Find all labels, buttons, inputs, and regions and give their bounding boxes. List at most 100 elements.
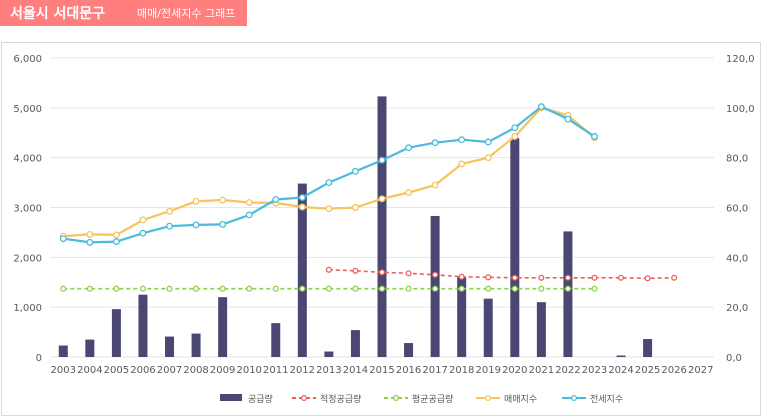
data-point xyxy=(112,238,120,246)
y-right-tick-label: 20,0 xyxy=(726,303,748,314)
y-left-tick-label: 6,000 xyxy=(13,54,42,65)
y-right-tick-label: 100,0 xyxy=(726,104,755,115)
data-point xyxy=(325,205,333,213)
data-point xyxy=(86,238,94,246)
data-point xyxy=(378,285,386,292)
data-point xyxy=(644,275,651,282)
page-header: 서울시 서대문구 매매/전세지수 그래프 xyxy=(0,0,248,26)
y-right-tick-label: 120,0 xyxy=(726,54,755,65)
y-left-tick-label: 4,000 xyxy=(13,154,42,165)
data-point xyxy=(113,285,120,292)
bar-supply xyxy=(616,355,626,357)
x-tick-label: 2005 xyxy=(104,365,129,376)
bar-supply xyxy=(483,298,493,357)
legend-label: 공급량 xyxy=(248,393,273,405)
data-point xyxy=(192,197,200,205)
y-left-tick-label: 3,000 xyxy=(13,204,42,215)
data-point xyxy=(591,133,598,140)
data-point xyxy=(405,285,412,292)
x-tick-label: 2010 xyxy=(236,365,261,376)
data-point xyxy=(511,285,518,292)
data-point xyxy=(166,207,173,215)
legend-label: 전세지수 xyxy=(590,394,623,405)
combo-chart: 0 1,000 2,000 3,000 4,000 5,000 6,000 0,0 20,0 40… xyxy=(13,54,755,405)
x-tick-label: 2023 xyxy=(582,365,607,376)
data-point xyxy=(245,199,253,206)
data-point xyxy=(671,274,678,281)
data-point xyxy=(351,167,359,175)
x-tick-label: 2027 xyxy=(688,365,713,376)
data-point xyxy=(484,154,492,162)
bar-supply xyxy=(165,336,175,357)
x-tick-label: 2006 xyxy=(130,365,155,376)
bar-supply xyxy=(191,333,201,357)
data-point xyxy=(245,211,253,219)
data-point xyxy=(193,285,200,292)
data-point xyxy=(405,144,413,152)
x-tick-label: 2022 xyxy=(555,365,580,376)
x-tick-label: 2016 xyxy=(396,365,421,376)
data-point xyxy=(485,285,492,292)
data-point xyxy=(139,229,147,237)
y-left-tick-label: 5,000 xyxy=(13,104,42,115)
x-tick-label: 2021 xyxy=(529,365,554,376)
data-point xyxy=(458,285,465,292)
data-point xyxy=(432,285,439,292)
bar-supply xyxy=(297,183,307,357)
chart-subtitle-tab[interactable]: 매매/전세지수 그래프 xyxy=(115,0,248,26)
y-right-tick-label: 0,0 xyxy=(726,353,742,364)
bar-supply xyxy=(324,351,334,357)
data-point xyxy=(617,274,625,281)
data-point xyxy=(139,285,147,292)
y-right-tick-label: 60,0 xyxy=(726,204,748,215)
data-point xyxy=(405,270,412,277)
data-point xyxy=(299,285,306,292)
data-point xyxy=(166,222,173,230)
data-point xyxy=(298,203,306,211)
bar-supply xyxy=(510,138,520,357)
y-left-tick-label: 2,000 xyxy=(13,253,42,264)
x-tick-label: 2019 xyxy=(476,365,501,376)
bar-supply xyxy=(218,297,228,357)
legend-marker xyxy=(570,395,577,402)
legend-label: 매매지수 xyxy=(504,394,537,405)
data-point xyxy=(378,195,386,203)
y-right-tick-label: 80,0 xyxy=(726,154,748,165)
data-point xyxy=(352,267,359,274)
data-point xyxy=(432,271,439,278)
data-point xyxy=(272,196,280,203)
data-point xyxy=(511,133,519,140)
x-tick-label: 2025 xyxy=(635,365,660,376)
data-point xyxy=(272,285,279,292)
x-tick-label: 2011 xyxy=(263,365,288,376)
x-tick-label: 2024 xyxy=(608,365,633,376)
data-point xyxy=(458,136,466,144)
series-line xyxy=(328,269,675,280)
data-point xyxy=(166,285,173,292)
data-point xyxy=(86,230,94,238)
data-point xyxy=(219,196,227,204)
data-point xyxy=(325,179,333,187)
bar-supply xyxy=(58,345,68,357)
x-tick-label: 2008 xyxy=(183,365,208,376)
y-left-tick-label: 0 xyxy=(36,353,42,364)
x-tick-label: 2007 xyxy=(157,365,182,376)
data-point xyxy=(298,194,306,201)
legend-marker xyxy=(393,395,400,402)
data-point xyxy=(537,103,545,111)
bar-supply xyxy=(536,302,546,357)
x-tick-label: 2026 xyxy=(661,365,686,376)
x-tick-label: 2004 xyxy=(77,365,102,376)
legend-label: 평균공급량 xyxy=(412,393,453,405)
bar-supply xyxy=(271,323,281,357)
data-point xyxy=(591,285,598,292)
x-tick-label: 2015 xyxy=(369,365,394,376)
data-point xyxy=(511,274,518,281)
bar-supply xyxy=(457,277,467,357)
x-tick-label: 2013 xyxy=(316,365,341,376)
data-point xyxy=(405,189,413,196)
data-point xyxy=(60,285,67,292)
data-point xyxy=(431,139,439,147)
data-point xyxy=(351,204,359,211)
bar-supply xyxy=(643,339,653,357)
